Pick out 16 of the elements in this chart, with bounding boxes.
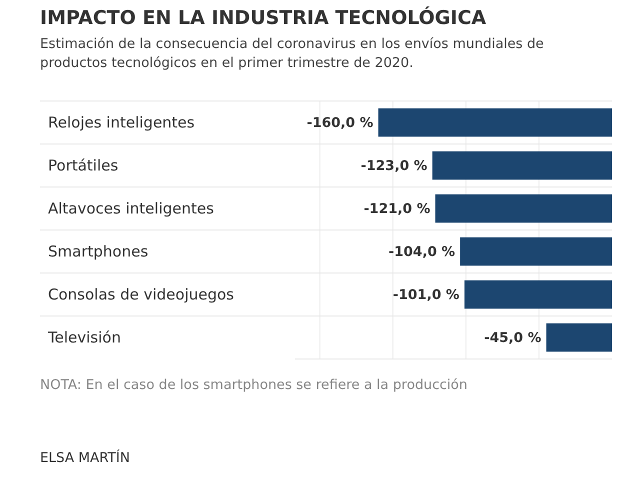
data-label: -123,0 % [360,158,428,174]
data-label: -160,0 % [306,115,374,132]
chart-title: IMPACTO EN LA INDUSTRIA TECNOLÓGICA [40,6,486,29]
data-label: -101,0 % [392,287,460,304]
data-label: -45,0 % [484,330,542,346]
y-tick-label: Altavoces inteligentes [48,199,214,218]
data-label: -121,0 % [364,201,431,218]
data-label: -104,0 % [388,244,456,260]
chart-subtitle: Estimación de la consecuencia del coronavirus en los envíos mundiales de productos tecnológicos en el primer trimestre de 2020. [40,36,544,71]
y-tick-label: Portátiles [48,156,118,174]
y-tick-label: Smartphones [48,242,148,260]
y-tick-label: Relojes inteligentes [48,113,195,132]
y-tick-label: Consolas de videojuegos [48,285,234,304]
y-tick-label: Televisión [47,328,121,346]
text: NOTA: En el caso de los smartphones se refiere a la producción [40,377,468,393]
text: ELSA MARTÍN [40,449,130,466]
